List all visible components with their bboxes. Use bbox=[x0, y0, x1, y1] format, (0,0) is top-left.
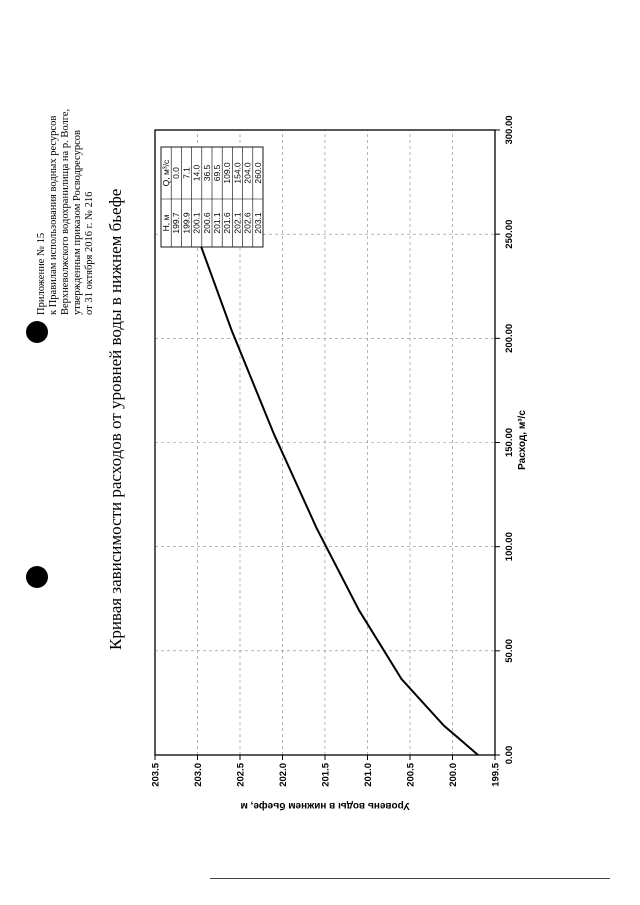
table-cell: 204.0 bbox=[243, 162, 253, 184]
x-tick-label: 0.00 bbox=[504, 746, 515, 765]
x-tick-label: 300.00 bbox=[504, 115, 515, 144]
table-cell: 154.0 bbox=[232, 162, 242, 184]
table-cell: 199.7 bbox=[171, 212, 181, 234]
y-tick-label: 202.5 bbox=[236, 762, 247, 786]
punch-hole-bottom bbox=[26, 566, 48, 588]
table-cell: 260.0 bbox=[253, 162, 263, 184]
table-cell: 199.9 bbox=[181, 212, 191, 234]
table-header-cell: H, м bbox=[161, 214, 171, 231]
axis-ticks bbox=[154, 129, 500, 760]
table-cell: 200.1 bbox=[192, 212, 202, 234]
x-tick-label: 150.00 bbox=[504, 428, 515, 457]
table-cell: 201.1 bbox=[212, 212, 222, 234]
y-tick-label: 201.5 bbox=[321, 762, 332, 786]
table-cell: 14.0 bbox=[192, 164, 202, 181]
x-tick-label: 250.00 bbox=[504, 220, 515, 249]
x-tick-label: 100.00 bbox=[504, 532, 515, 561]
table-cell: 109.0 bbox=[222, 162, 232, 184]
x-tick-label: 50.00 bbox=[504, 639, 515, 663]
table-header-cell: Q, м³/с bbox=[161, 159, 171, 186]
x-tick-labels: 0.00 50.00 100.00 150.00 200.00 250.00 300.00 bbox=[504, 115, 515, 764]
table-cell: 203.1 bbox=[253, 212, 263, 234]
y-tick-label: 201.0 bbox=[363, 763, 374, 787]
data-table: H, м Q, м³/с 199.7 0.0 199.9 7.1 200.1 14.0 200.… bbox=[160, 146, 264, 248]
table-cell: 202.1 bbox=[232, 212, 242, 234]
table-cell: 202.6 bbox=[243, 212, 253, 234]
y-tick-label: 200.5 bbox=[406, 762, 417, 786]
y-axis-label: Уровень воды в нижнем бьефе, м bbox=[240, 800, 409, 812]
table-cell: 69.5 bbox=[212, 164, 222, 181]
table-cell: 7.1 bbox=[181, 167, 191, 179]
y-tick-label: 203.5 bbox=[151, 762, 162, 786]
data-curve bbox=[188, 212, 479, 756]
x-axis-label: Расход, м³/с bbox=[517, 410, 528, 470]
page-bottom-rule bbox=[210, 878, 610, 879]
grid-lines bbox=[155, 130, 495, 755]
table-cell: 36.5 bbox=[202, 164, 212, 181]
punch-hole-top bbox=[26, 321, 48, 343]
table-cell: 0.0 bbox=[171, 167, 181, 179]
y-tick-label: 200.0 bbox=[448, 763, 459, 787]
table-cell: 200.6 bbox=[202, 212, 212, 234]
table-cell: 201.6 bbox=[222, 212, 232, 234]
y-tick-labels: 199.5 200.0 200.5 201.0 201.5 202.0 202.5 203.0… bbox=[151, 762, 502, 786]
y-tick-label: 199.5 bbox=[491, 762, 502, 786]
y-tick-label: 203.0 bbox=[193, 763, 204, 787]
x-tick-label: 200.00 bbox=[504, 324, 515, 353]
y-tick-label: 202.0 bbox=[278, 763, 289, 787]
